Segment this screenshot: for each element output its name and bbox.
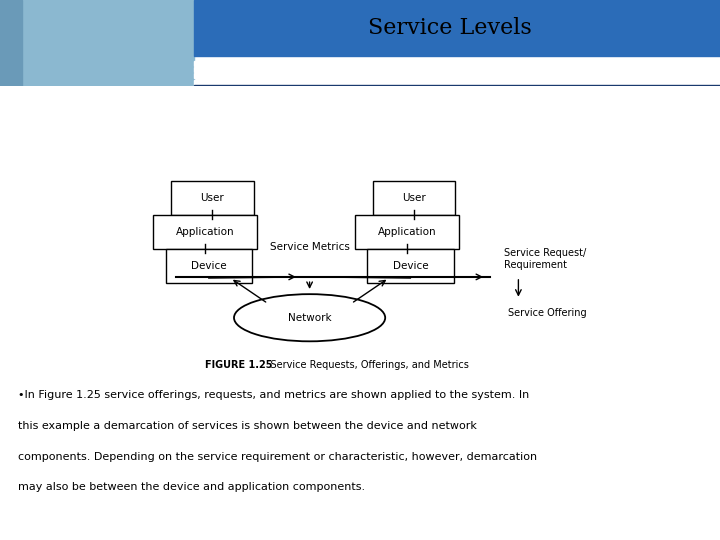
Text: Application: Application (377, 227, 436, 237)
Bar (194, 67, 720, 72)
Text: Device: Device (392, 261, 428, 271)
Text: Service Offering: Service Offering (508, 308, 586, 318)
Text: Service Levels: Service Levels (368, 17, 532, 39)
FancyBboxPatch shape (373, 180, 455, 214)
Bar (194, 61, 720, 66)
Text: •In Figure 1.25 service offerings, requests, and metrics are shown applied to th: •In Figure 1.25 service offerings, reque… (18, 390, 529, 400)
Text: FIGURE 1.25: FIGURE 1.25 (205, 360, 273, 370)
FancyBboxPatch shape (367, 248, 454, 282)
Bar (194, 80, 720, 85)
Bar (194, 0, 720, 56)
Text: Service Request/
Requirement: Service Request/ Requirement (504, 248, 586, 269)
Text: Application: Application (176, 227, 235, 237)
FancyBboxPatch shape (153, 214, 258, 248)
FancyBboxPatch shape (354, 214, 459, 248)
Text: components. Depending on the service requirement or characteristic, however, dem: components. Depending on the service req… (18, 451, 537, 462)
Bar (0, 0, 194, 86)
Text: User: User (201, 193, 224, 202)
Text: Service Requests, Offerings, and Metrics: Service Requests, Offerings, and Metrics (258, 360, 469, 370)
Text: may also be between the device and application components.: may also be between the device and appli… (18, 482, 365, 492)
FancyBboxPatch shape (166, 248, 252, 282)
Text: Network: Network (288, 313, 331, 323)
Bar (194, 73, 720, 78)
Text: Service Metrics: Service Metrics (270, 242, 349, 252)
Text: this example a demarcation of services is shown between the device and network: this example a demarcation of services i… (18, 421, 477, 431)
Bar (194, 85, 720, 86)
FancyBboxPatch shape (171, 180, 253, 214)
Ellipse shape (234, 294, 385, 341)
Bar (0, 0, 22, 86)
Text: Device: Device (191, 261, 227, 271)
Text: User: User (402, 193, 426, 202)
